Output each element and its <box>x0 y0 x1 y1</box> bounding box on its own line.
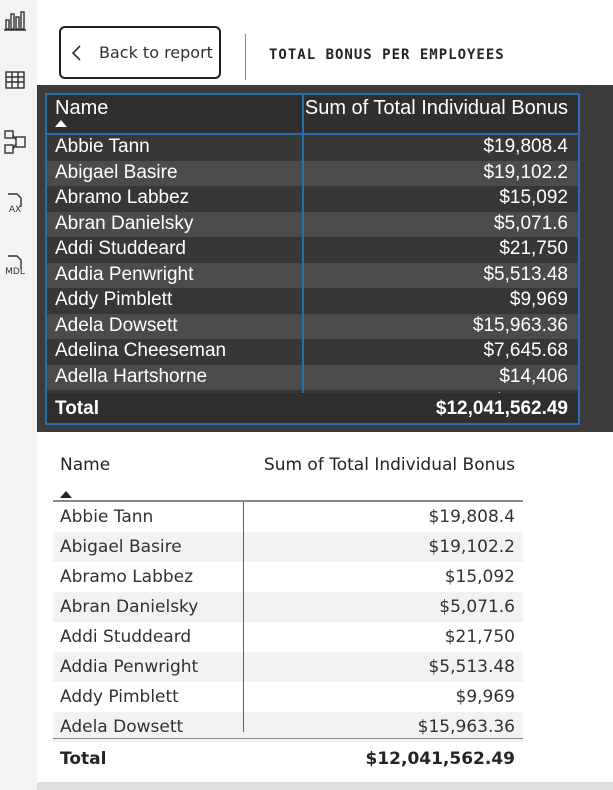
cell-name: Abigael Basire <box>60 537 182 557</box>
cell-bonus: $5,071.6 <box>439 597 515 617</box>
cell-bonus: $14,406 <box>499 365 568 387</box>
tmdl-label: MDL <box>5 267 25 277</box>
column-divider <box>243 502 244 732</box>
cell-bonus: $19,102.2 <box>483 161 568 183</box>
header-divider <box>245 34 246 80</box>
dark-table-visual[interactable]: Name Sum of Total Individual Bonus Abbie… <box>45 93 580 425</box>
page-header: Back to report TOTAL BONUS PER EMPLOYEES <box>37 0 613 85</box>
column-header-bonus[interactable]: Sum of Total Individual Bonus <box>263 455 515 475</box>
cell-name: Addi Studdeard <box>55 238 186 259</box>
table-row[interactable]: Adela Dowsett $15,963.36 <box>53 712 523 742</box>
bottom-strip <box>37 782 613 790</box>
table-row[interactable]: Adelina Cheeseman $7,645.68 <box>47 339 578 365</box>
table-row[interactable]: Addia Penwright $5,513.48 <box>47 262 578 288</box>
table-row[interactable]: Addi Studdeard $21,750 <box>47 237 578 263</box>
sort-ascending-icon <box>55 120 67 127</box>
light-table-body: Abbie Tann $19,808.4 Abigael Basire $19,102… <box>53 502 523 742</box>
tmdl-view-icon[interactable]: MDL <box>0 248 30 284</box>
model-view-icon[interactable] <box>0 124 30 160</box>
back-button-label: Back to report <box>99 43 213 62</box>
cell-bonus: $15,963.36 <box>472 314 568 336</box>
cell-name: Adella Hartshorne <box>55 365 208 387</box>
cell-name: Abran Danielsky <box>55 212 194 234</box>
light-table-area: Name Sum of Total Individual Bonus Abbie… <box>37 432 613 782</box>
total-label: Total <box>60 749 107 769</box>
cell-bonus: $5,071.6 <box>494 212 568 234</box>
table-row[interactable]: Abramo Labbez $15,092 <box>53 562 523 592</box>
cell-bonus: $19,102.2 <box>428 537 515 557</box>
cell-name: Abbie Tann <box>60 507 154 527</box>
table-row[interactable]: Addy Pimblett $9,969 <box>47 288 578 314</box>
total-value: $12,041,562.49 <box>435 398 568 419</box>
cell-name: Adela Dowsett <box>60 717 184 737</box>
table-row[interactable]: Abbie Tann $19,808.4 <box>47 135 578 161</box>
dax-query-icon[interactable]: AX <box>0 186 30 222</box>
table-row[interactable]: Addia Penwright $5,513.48 <box>53 652 523 682</box>
cell-bonus: $7,645.68 <box>483 340 568 361</box>
table-row[interactable]: Abbie Tann $19,808.4 <box>53 502 523 532</box>
total-separator <box>53 738 523 739</box>
cell-name: Addy Pimblett <box>55 289 173 310</box>
cell-name: Addia Penwright <box>60 657 199 677</box>
cell-name: Addy Pimblett <box>60 687 179 707</box>
column-header-name[interactable]: Name <box>55 97 109 119</box>
cell-bonus: $9,969 <box>509 289 568 310</box>
cell-bonus: $15,092 <box>499 187 568 208</box>
cell-name: Abran Danielsky <box>60 597 199 617</box>
table-row[interactable]: Addi Studdeard $21,750 <box>53 622 523 652</box>
header-underline <box>53 500 523 502</box>
cell-bonus: $19,808.4 <box>483 136 568 157</box>
cell-name: Abramo Labbez <box>60 567 194 587</box>
column-header-bonus[interactable]: Sum of Total Individual Bonus <box>304 97 568 119</box>
table-row[interactable]: Abigael Basire $19,102.2 <box>47 160 578 186</box>
table-row[interactable]: Abran Danielsky $5,071.6 <box>47 211 578 237</box>
table-view-icon[interactable] <box>0 62 30 98</box>
cell-name: Abigael Basire <box>55 161 178 183</box>
cell-bonus: $5,513.48 <box>428 657 515 677</box>
dark-table-body: Abbie Tann $19,808.4 Abigael Basire $19,102… <box>47 135 578 416</box>
column-divider <box>302 95 304 423</box>
table-row[interactable]: Adella Hartshorne $14,406 <box>47 364 578 390</box>
total-value: $12,041,562.49 <box>365 749 516 769</box>
cell-name: Abbie Tann <box>55 136 150 157</box>
cell-bonus: $5,513.48 <box>483 263 568 285</box>
dark-table-total-row: Total $12,041,562.49 <box>47 393 578 423</box>
cell-name: Addia Penwright <box>55 263 194 285</box>
cell-name: Addi Studdeard <box>60 627 192 647</box>
dark-table-header: Name Sum of Total Individual Bonus <box>47 95 578 135</box>
dax-label: AX <box>8 205 22 215</box>
report-canvas: Name Sum of Total Individual Bonus Abbie… <box>37 85 613 432</box>
cell-bonus: $21,750 <box>499 238 568 259</box>
table-row[interactable]: Abran Danielsky $5,071.6 <box>53 592 523 622</box>
cell-name: Adelina Cheeseman <box>55 340 227 361</box>
light-table-total-row: Total $12,041,562.49 <box>53 740 523 776</box>
table-row[interactable]: Abramo Labbez $15,092 <box>47 186 578 212</box>
table-row[interactable]: Abigael Basire $19,102.2 <box>53 532 523 562</box>
cell-name: Adela Dowsett <box>55 314 178 336</box>
sort-ascending-icon <box>60 491 72 498</box>
cell-bonus: $15,092 <box>444 567 515 587</box>
report-view-icon[interactable] <box>0 2 30 38</box>
table-row[interactable]: Adela Dowsett $15,963.36 <box>47 313 578 339</box>
view-rail: AX MDL <box>0 0 38 790</box>
light-table-visual[interactable]: Name Sum of Total Individual Bonus Abbie… <box>53 444 523 782</box>
chevron-left-icon <box>71 44 81 61</box>
cell-bonus: $15,963.36 <box>417 717 515 737</box>
back-to-report-button[interactable]: Back to report <box>59 26 221 79</box>
table-row[interactable]: Addy Pimblett $9,969 <box>53 682 523 712</box>
cell-bonus: $19,808.4 <box>428 507 515 527</box>
cell-bonus: $9,969 <box>455 687 515 707</box>
page-title: TOTAL BONUS PER EMPLOYEES <box>269 47 505 63</box>
cell-bonus: $21,750 <box>444 627 515 647</box>
total-label: Total <box>55 398 99 419</box>
cell-name: Abramo Labbez <box>55 187 190 208</box>
column-header-name[interactable]: Name <box>60 455 111 475</box>
